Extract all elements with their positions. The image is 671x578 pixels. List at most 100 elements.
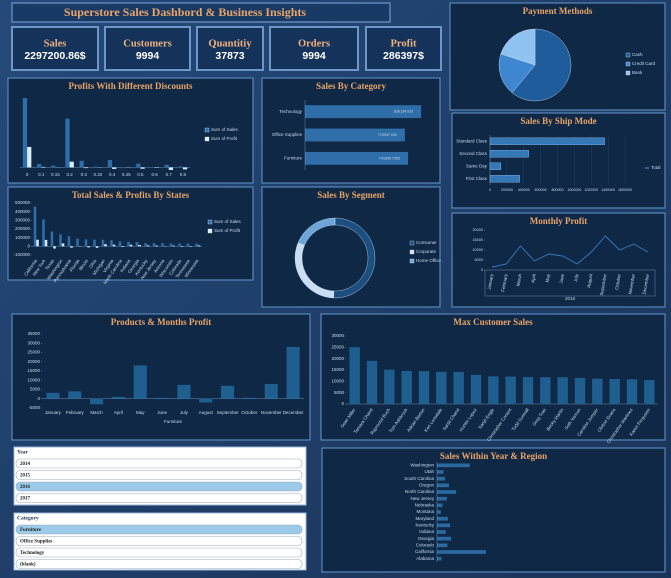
panel	[7, 186, 254, 281]
legend-label: Total	[651, 165, 661, 170]
x-tick-label: 0.15	[51, 172, 60, 177]
bar	[488, 376, 499, 404]
y-tick-label: Kentucky	[415, 523, 434, 528]
y-tick-label: 10000	[27, 377, 40, 382]
x-tick-label: December	[642, 273, 651, 295]
y-tick-label: 0	[37, 396, 40, 401]
slicer-item[interactable]	[15, 470, 303, 480]
pie-slice	[511, 28, 572, 102]
bar	[178, 166, 183, 168]
y-tick-label: Same Day	[466, 163, 488, 168]
y-tick-label: -5000	[28, 405, 40, 410]
bar	[437, 536, 452, 541]
kpi-label: Orders	[298, 38, 330, 49]
x-tick-label: 600000	[535, 188, 547, 192]
legend-label: Sum of Sales	[214, 219, 242, 224]
bar	[133, 365, 147, 399]
bar	[127, 241, 130, 247]
bar	[592, 378, 603, 404]
bar	[505, 376, 516, 404]
bar	[178, 243, 181, 247]
x-tick-label: October	[241, 410, 258, 415]
slicer-item[interactable]	[15, 481, 303, 492]
legend-label: Cash	[632, 52, 643, 57]
bar	[453, 371, 464, 404]
bar	[437, 463, 470, 468]
y-tick-label: 5000	[334, 390, 345, 395]
bar	[111, 396, 125, 399]
bar	[33, 206, 37, 247]
bar	[44, 239, 48, 247]
slicer-item[interactable]	[15, 493, 303, 503]
kpi-value: 37873	[215, 50, 244, 62]
slicer-item[interactable]	[15, 547, 303, 558]
x-tick-label: 1600000	[618, 188, 632, 192]
x-tick-label: Illinois	[78, 258, 90, 272]
legend-swatch	[207, 228, 213, 234]
dashboard-title: Superstore Sales Dashbord & Business Ins…	[64, 5, 306, 19]
bar	[366, 360, 378, 404]
bar	[437, 523, 451, 528]
legend-label: Sum of Sales	[211, 127, 239, 132]
bar	[437, 510, 441, 514]
x-tick-label: 0.8	[180, 172, 187, 177]
x-tick-label: 0.5	[137, 172, 144, 177]
data-label: 741999.7953	[379, 156, 400, 160]
x-tick-label: 800000	[552, 188, 564, 192]
bar	[129, 244, 133, 247]
bar	[286, 346, 300, 399]
slicer-item-label[interactable]: Furniture	[20, 528, 42, 533]
panel	[11, 313, 311, 441]
bar	[67, 236, 71, 247]
kpi-card	[11, 26, 99, 71]
x-tick-label: September	[217, 410, 240, 415]
legend-label: Corporate	[416, 249, 437, 254]
bar	[152, 243, 156, 247]
slicer-item[interactable]	[15, 458, 303, 469]
axis-frame	[484, 269, 656, 297]
slicer-item-label[interactable]: Office Supplies	[20, 539, 52, 544]
bar	[197, 245, 201, 247]
x-tick-label: 0.7	[166, 172, 173, 177]
kpi-label: Customers	[123, 38, 171, 49]
bar	[36, 239, 39, 247]
y-tick-label: Second Class	[459, 151, 488, 156]
x-tick-label: 0.45	[122, 172, 131, 177]
bar	[79, 160, 84, 168]
y-tick-label: Office Supplies	[272, 132, 303, 137]
x-tick-label: 400000	[518, 188, 530, 192]
y-tick-label: California	[415, 549, 435, 554]
bar	[437, 530, 446, 534]
bar	[93, 239, 96, 247]
x-tick-label: October	[614, 273, 622, 290]
slicer-item-label[interactable]: 2016	[20, 485, 31, 490]
y-tick-label: Alabama	[416, 556, 434, 561]
y-tick-label: 20000	[331, 356, 344, 361]
slicer-item[interactable]	[15, 536, 303, 546]
bar	[136, 163, 141, 168]
x-tick-label: 0.6	[151, 172, 158, 177]
slicer-item[interactable]	[15, 559, 303, 569]
bar	[626, 379, 638, 404]
chart-title: Monthly Profit	[530, 216, 588, 226]
slicer-item-label[interactable]: 2014	[20, 462, 31, 467]
kpi-label: Sales	[44, 38, 67, 49]
x-tick-label: April	[530, 274, 536, 284]
x-tick-label: November	[627, 273, 636, 295]
slicer-item-label[interactable]: 2017	[20, 496, 31, 501]
bar	[138, 244, 141, 247]
panel	[451, 112, 666, 209]
x-tick-label: 0.1	[38, 172, 45, 177]
bar	[112, 167, 117, 169]
slicer-item-label[interactable]: (blank)	[20, 562, 36, 567]
bar	[65, 118, 70, 168]
bar	[41, 166, 46, 168]
bar	[437, 496, 447, 501]
slicer-item-label[interactable]: Technology	[20, 551, 45, 556]
bar	[70, 246, 73, 248]
x-tick-label: 200000	[501, 188, 513, 192]
chart-title: Sales By Ship Mode	[520, 116, 596, 126]
slicer-item-label[interactable]: 2015	[20, 473, 31, 478]
slicer-item[interactable]	[15, 524, 303, 535]
kpi-label: Profit	[390, 38, 417, 49]
